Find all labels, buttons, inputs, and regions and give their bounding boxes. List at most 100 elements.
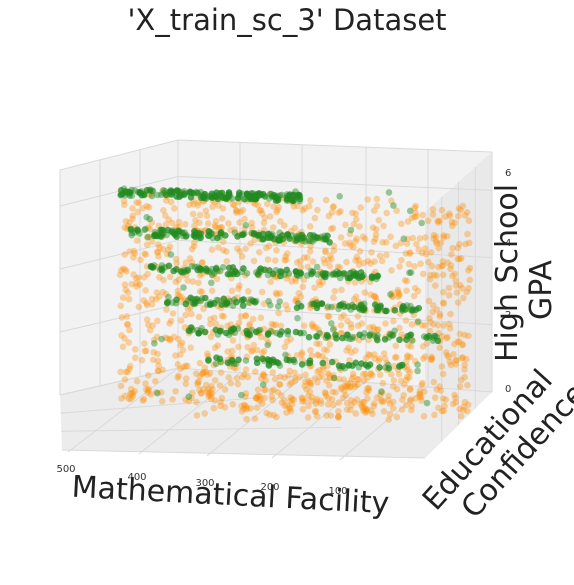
data-point xyxy=(449,272,456,280)
data-point xyxy=(359,399,366,406)
data-point xyxy=(355,261,363,269)
data-point xyxy=(143,213,150,221)
data-point xyxy=(272,289,280,297)
data-point xyxy=(456,240,463,248)
data-point xyxy=(207,395,215,403)
data-point xyxy=(284,327,292,335)
data-point xyxy=(136,281,144,288)
data-point xyxy=(240,401,248,409)
data-point xyxy=(371,292,378,300)
data-point xyxy=(274,194,281,202)
data-point xyxy=(179,268,187,276)
data-point xyxy=(254,202,262,209)
data-point xyxy=(251,415,259,423)
data-point xyxy=(421,245,429,252)
data-point xyxy=(451,270,459,278)
data-point xyxy=(288,379,295,386)
data-point xyxy=(330,270,337,278)
data-point xyxy=(193,398,200,406)
data-point xyxy=(286,405,294,413)
data-point xyxy=(418,219,426,227)
data-point xyxy=(145,372,152,379)
data-point xyxy=(127,225,135,233)
data-point xyxy=(233,207,241,215)
data-point xyxy=(363,389,370,396)
data-point xyxy=(322,196,330,204)
data-point xyxy=(182,259,190,267)
data-point xyxy=(309,268,317,276)
data-point xyxy=(150,349,157,356)
data-point xyxy=(188,394,195,402)
data-point xyxy=(325,313,333,321)
data-point xyxy=(128,192,136,199)
data-point xyxy=(202,191,209,198)
data-point xyxy=(416,393,424,401)
data-point xyxy=(270,203,277,210)
data-point xyxy=(169,227,176,234)
data-point xyxy=(407,396,414,403)
data-point xyxy=(227,226,234,234)
data-point xyxy=(239,206,247,214)
data-point xyxy=(389,293,396,301)
data-point xyxy=(148,192,156,200)
data-point xyxy=(133,226,141,233)
data-point xyxy=(398,256,405,264)
data-point xyxy=(347,269,354,277)
data-point xyxy=(238,391,245,399)
data-point xyxy=(385,416,393,423)
data-point xyxy=(250,195,258,203)
data-point xyxy=(458,354,466,362)
data-point xyxy=(128,390,135,398)
data-point xyxy=(389,398,397,406)
data-point xyxy=(371,293,378,300)
data-point xyxy=(163,250,171,258)
data-point xyxy=(190,200,197,208)
data-point xyxy=(119,190,126,198)
data-point xyxy=(212,223,219,231)
data-point xyxy=(371,258,378,265)
grid-line xyxy=(177,303,493,326)
data-point xyxy=(324,333,332,340)
data-point xyxy=(252,297,260,305)
data-point xyxy=(187,294,194,302)
z-axis-label: High School GPA xyxy=(490,174,559,362)
data-point xyxy=(214,234,221,242)
data-point xyxy=(296,373,304,381)
data-point xyxy=(316,340,323,348)
data-point xyxy=(198,324,205,332)
data-point xyxy=(290,396,298,404)
data-point xyxy=(464,230,471,238)
data-point xyxy=(138,191,146,199)
data-point xyxy=(439,262,447,269)
data-point xyxy=(405,342,412,349)
data-point xyxy=(177,341,184,349)
data-point xyxy=(352,410,360,417)
data-point xyxy=(439,370,447,378)
data-point xyxy=(324,303,332,311)
data-point xyxy=(347,226,355,234)
data-point xyxy=(164,226,172,234)
data-point xyxy=(454,338,461,346)
data-point xyxy=(145,321,152,329)
data-point xyxy=(440,288,447,296)
data-point xyxy=(245,288,252,295)
data-point xyxy=(299,283,307,291)
data-point xyxy=(361,235,369,243)
data-point xyxy=(186,255,194,262)
data-point xyxy=(328,396,336,403)
data-point xyxy=(218,215,226,222)
data-point xyxy=(258,288,266,296)
data-point xyxy=(366,351,374,359)
grid-line xyxy=(206,376,304,457)
data-point xyxy=(211,377,219,384)
data-point xyxy=(165,216,173,223)
data-point xyxy=(381,336,389,343)
data-point xyxy=(466,264,474,272)
data-point xyxy=(154,317,161,325)
data-point xyxy=(441,402,448,410)
data-point xyxy=(338,385,345,393)
data-point xyxy=(309,238,316,245)
data-point xyxy=(191,239,198,246)
data-point xyxy=(419,211,426,219)
data-point xyxy=(464,381,471,389)
